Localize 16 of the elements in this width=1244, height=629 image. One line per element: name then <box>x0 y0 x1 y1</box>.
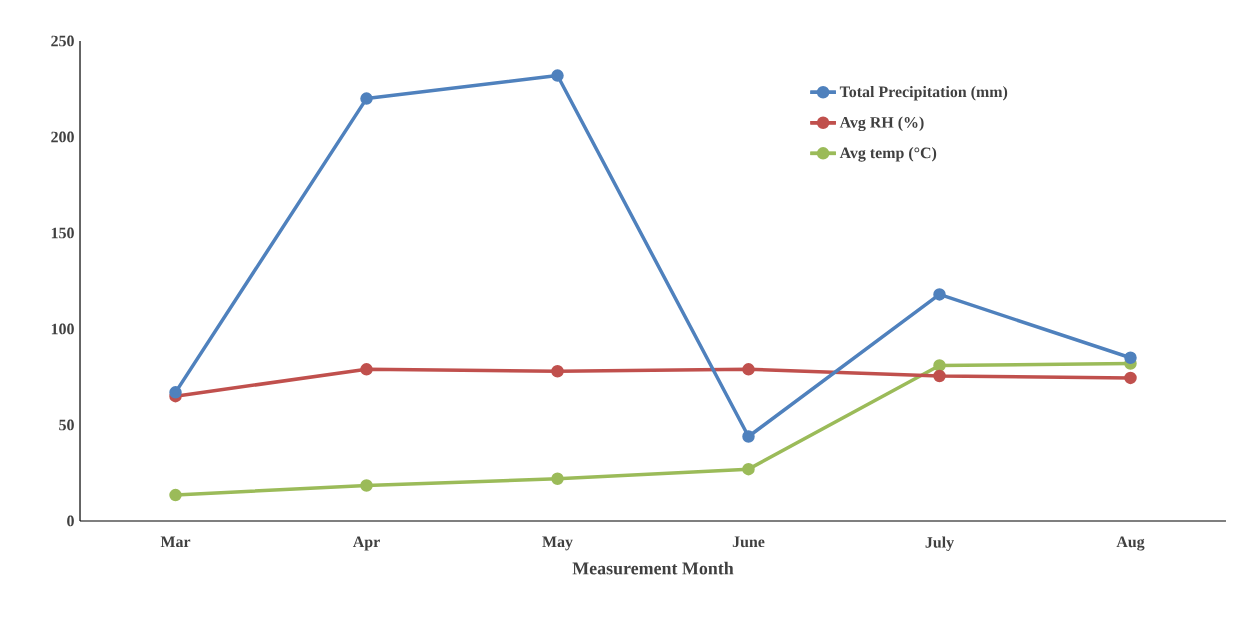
x-tick-label: Aug <box>1116 536 1145 551</box>
y-tick-label: 150 <box>51 227 74 239</box>
legend-label: Avg temp (°C) <box>839 147 937 162</box>
y-tick-label: 100 <box>51 323 74 335</box>
y-tick-label: 250 <box>51 35 74 47</box>
y-tick-label: 200 <box>51 131 74 143</box>
x-tick-label: June <box>732 536 765 548</box>
legend-label: Avg RH (%) <box>839 116 924 132</box>
x-tick-label: May <box>542 536 573 551</box>
x-tick-label: Apr <box>352 536 380 551</box>
legend-label: Total Precipitation (mm) <box>839 85 1008 101</box>
x-axis-title: Measurement Month <box>572 561 734 575</box>
y-tick-label: 50 <box>59 419 74 431</box>
x-tick-label: Mar <box>160 536 191 548</box>
y-tick-label: 0 <box>67 515 74 527</box>
x-tick-label: July <box>925 536 954 551</box>
